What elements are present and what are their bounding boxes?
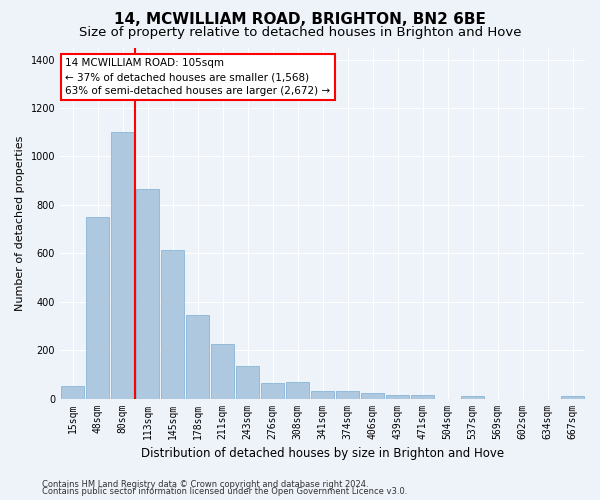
Bar <box>211 344 235 399</box>
Text: Contains HM Land Registry data © Crown copyright and database right 2024.: Contains HM Land Registry data © Crown c… <box>42 480 368 489</box>
Bar <box>260 383 284 398</box>
Bar <box>161 250 184 398</box>
Bar <box>236 366 259 398</box>
Bar <box>335 392 359 398</box>
X-axis label: Distribution of detached houses by size in Brighton and Hove: Distribution of detached houses by size … <box>141 447 504 460</box>
Bar <box>86 217 109 398</box>
Bar <box>286 382 310 398</box>
Bar <box>110 132 134 398</box>
Text: Contains public sector information licensed under the Open Government Licence v3: Contains public sector information licen… <box>42 487 407 496</box>
Y-axis label: Number of detached properties: Number of detached properties <box>15 136 25 310</box>
Bar <box>61 386 85 398</box>
Bar <box>185 315 209 398</box>
Text: 14 MCWILLIAM ROAD: 105sqm
← 37% of detached houses are smaller (1,568)
63% of se: 14 MCWILLIAM ROAD: 105sqm ← 37% of detac… <box>65 58 331 96</box>
Bar <box>410 395 434 398</box>
Bar <box>136 189 160 398</box>
Bar <box>311 392 334 398</box>
Text: 14, MCWILLIAM ROAD, BRIGHTON, BN2 6BE: 14, MCWILLIAM ROAD, BRIGHTON, BN2 6BE <box>114 12 486 26</box>
Text: Size of property relative to detached houses in Brighton and Hove: Size of property relative to detached ho… <box>79 26 521 39</box>
Bar <box>361 393 385 398</box>
Bar <box>461 396 484 398</box>
Bar <box>386 395 409 398</box>
Bar <box>560 396 584 398</box>
